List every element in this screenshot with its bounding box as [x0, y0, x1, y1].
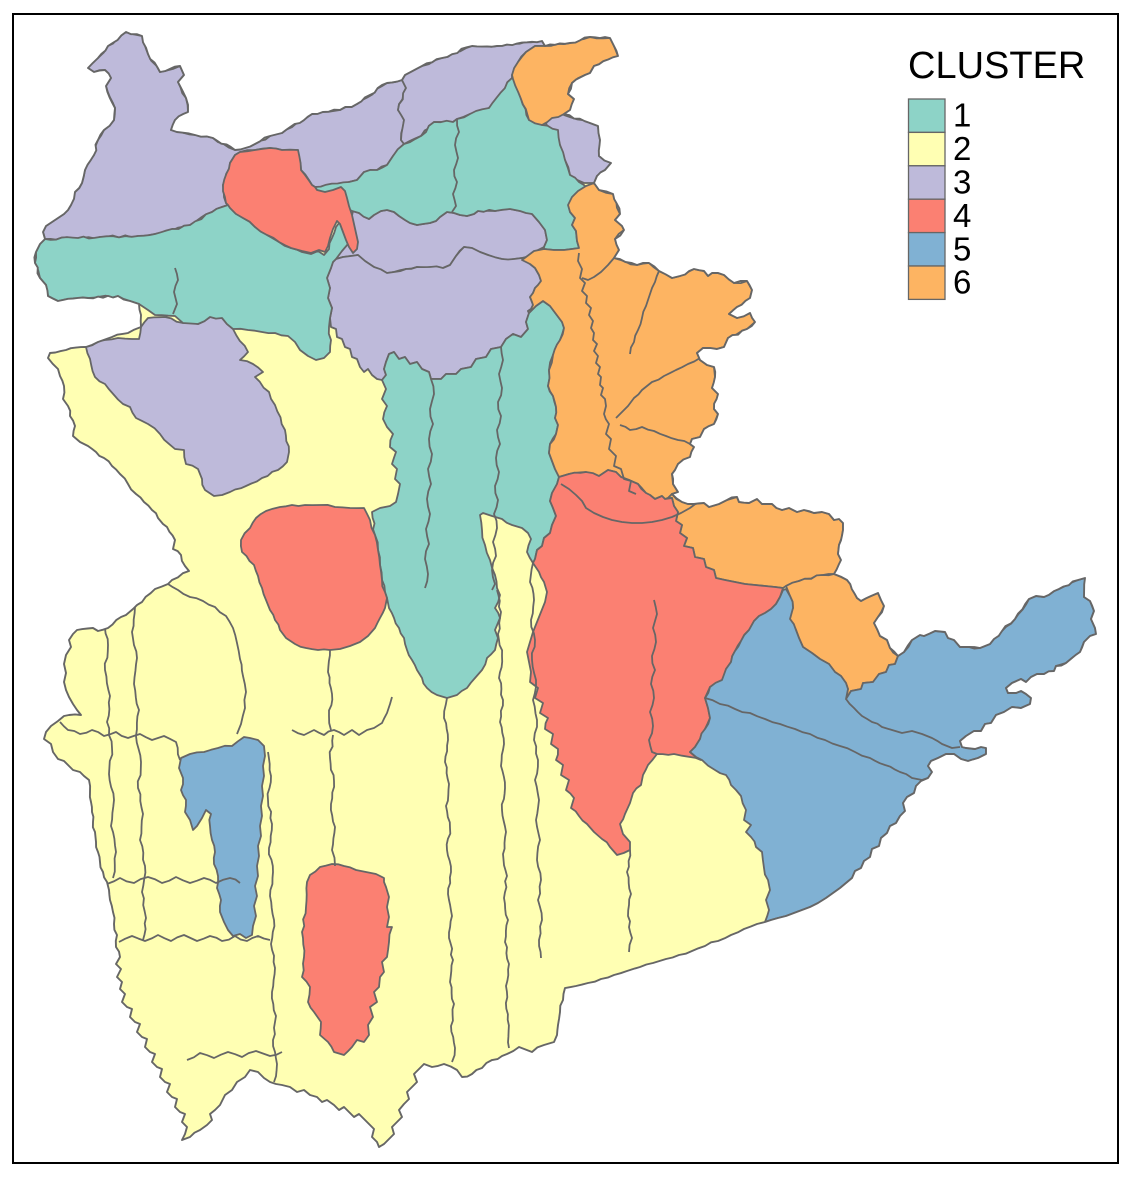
svg-text:2: 2: [953, 130, 971, 167]
svg-text:1: 1: [953, 97, 971, 134]
svg-text:3: 3: [953, 164, 971, 201]
svg-text:5: 5: [953, 230, 971, 267]
svg-text:CLUSTER: CLUSTER: [908, 45, 1085, 87]
svg-text:4: 4: [953, 197, 971, 234]
svg-text:6: 6: [953, 264, 971, 301]
